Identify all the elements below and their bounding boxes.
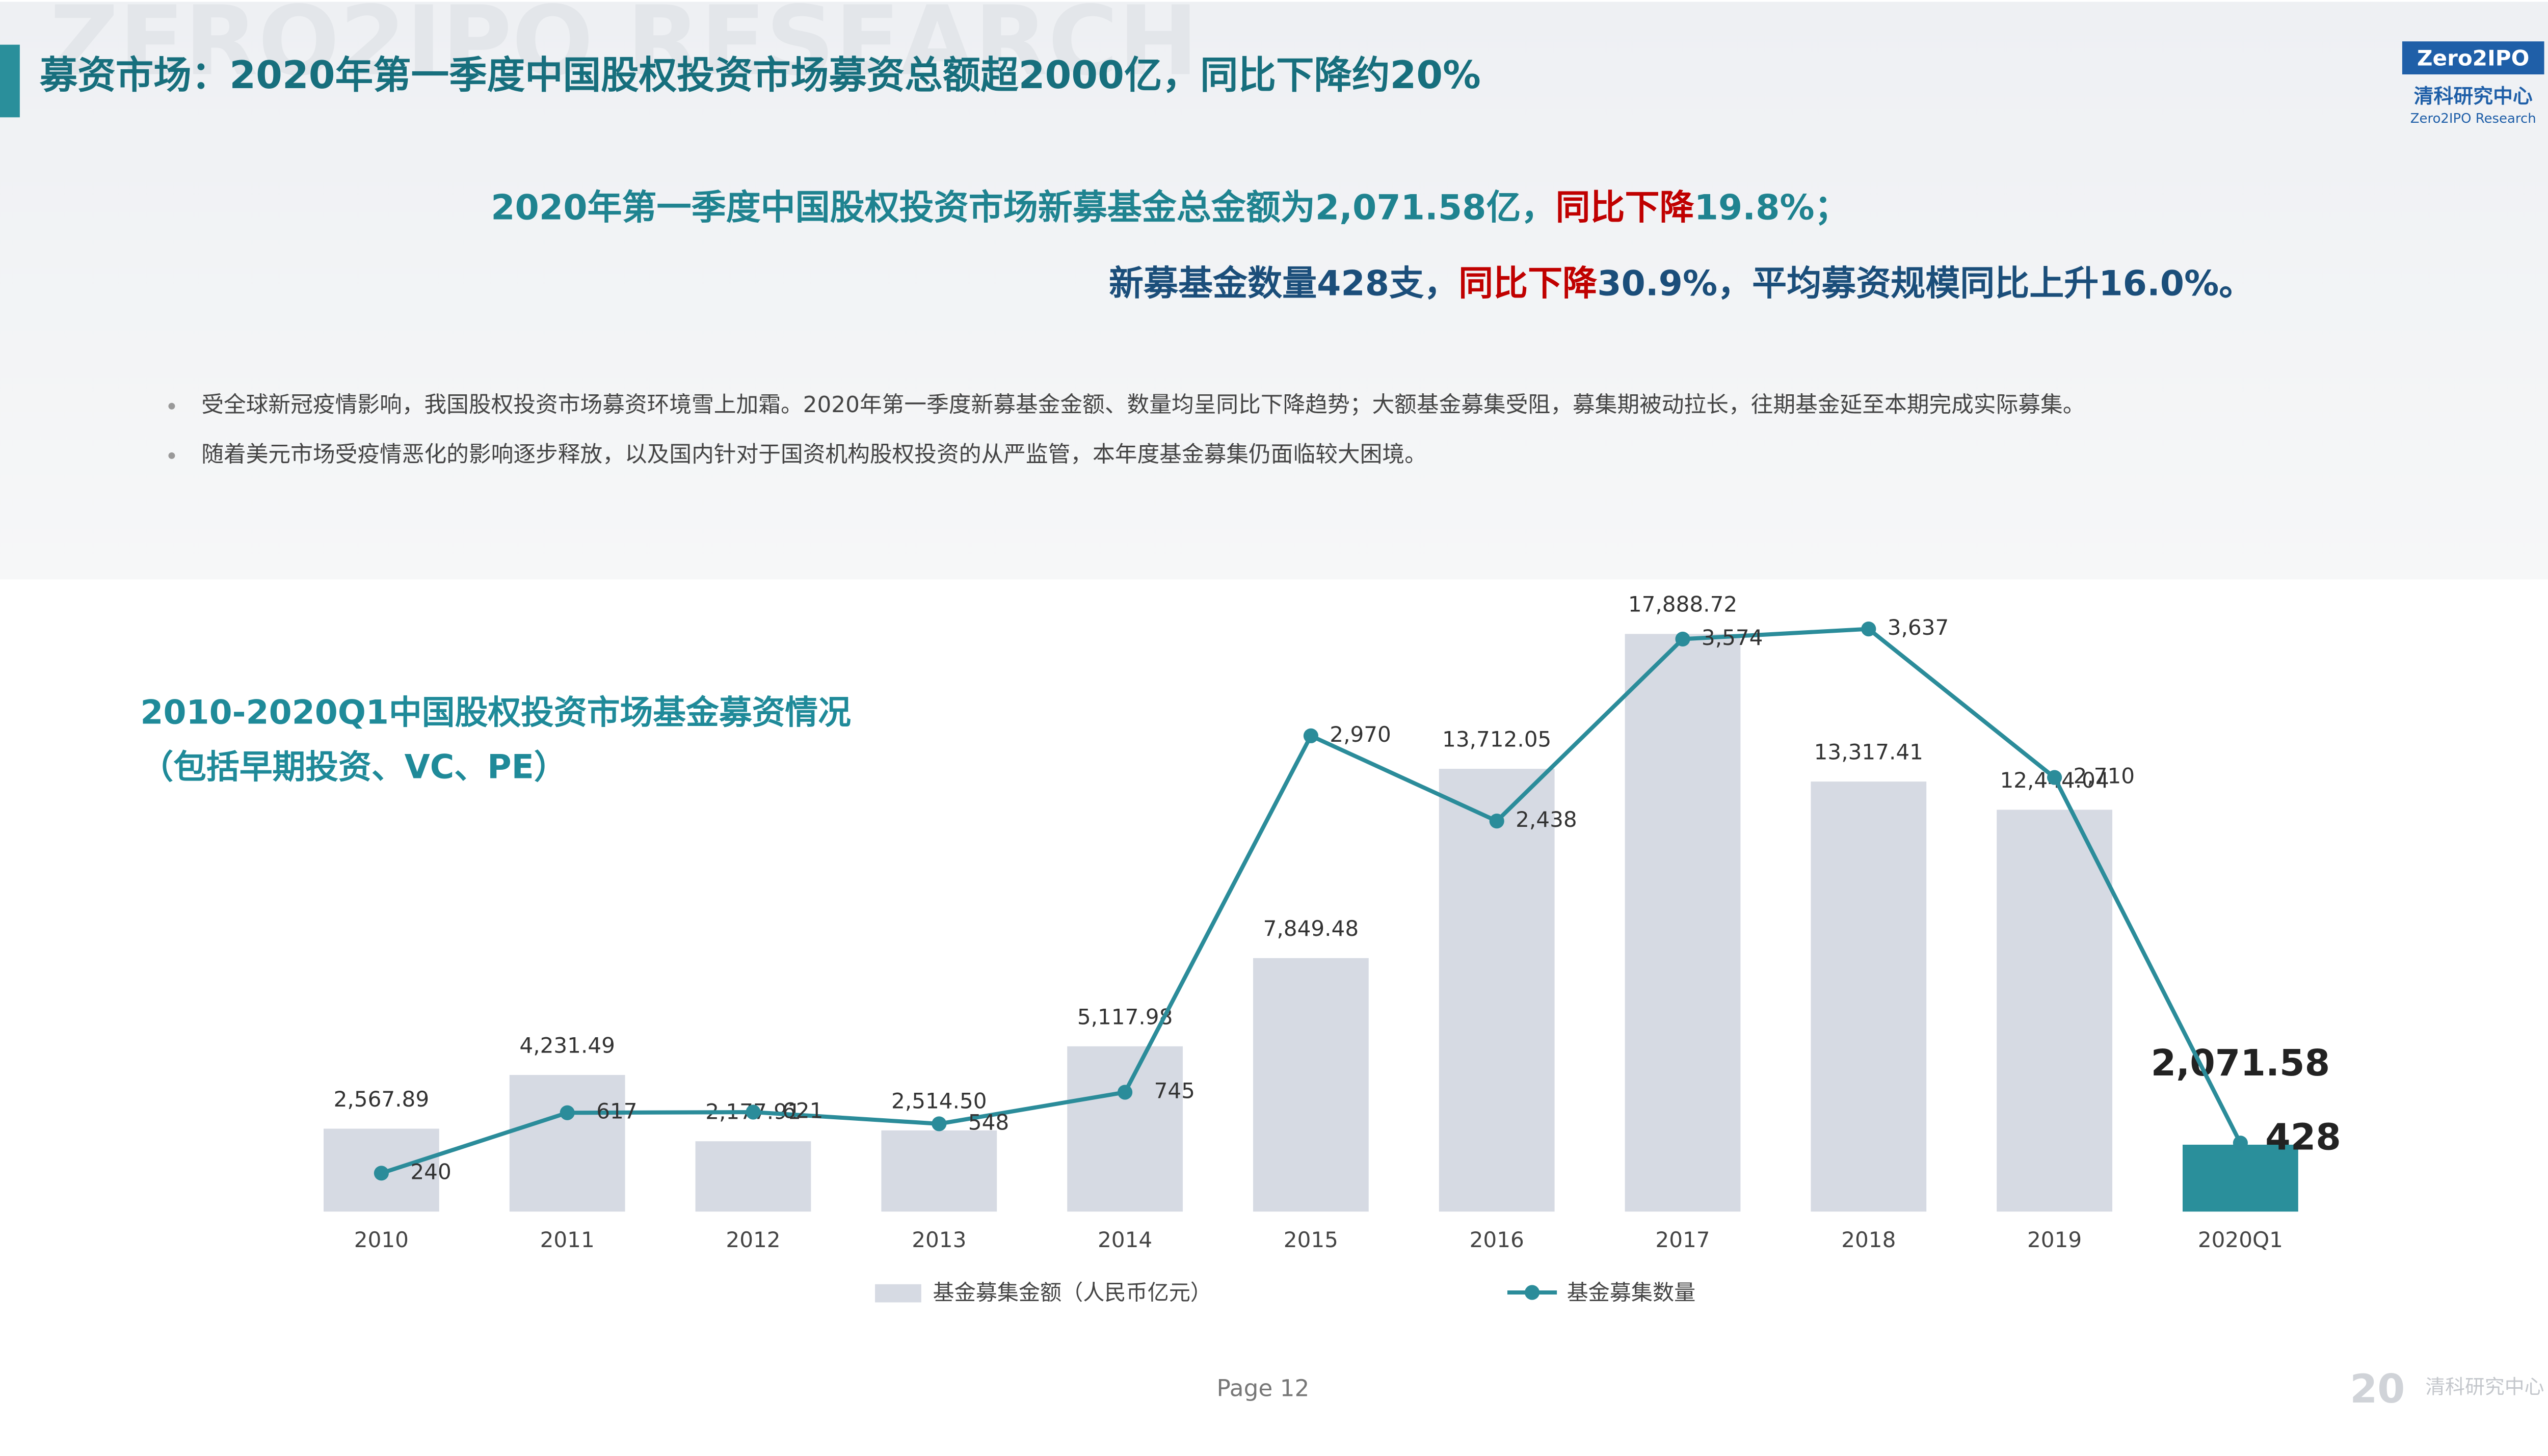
bar — [1439, 769, 1555, 1212]
logo-box — [2402, 41, 2544, 75]
line-point — [2233, 1136, 2248, 1151]
x-tick-label: 2013 — [912, 1227, 966, 1252]
header-background — [0, 2, 2548, 580]
summary-text: 2020年第一季度中国股权投资市场新募基金总金额为2,071.58亿， — [491, 187, 1555, 228]
line-point — [932, 1116, 947, 1131]
plot: 2010 2011 2012 2013 2014 2015 2016 2017 2018 2019… — [324, 592, 2341, 1305]
logo-en: Zero2IPO Research — [2410, 111, 2536, 126]
bar — [1811, 781, 1927, 1212]
bar — [509, 1075, 625, 1212]
line-point — [1303, 728, 1318, 743]
legend-label: 基金募集金额（人民币亿元） — [933, 1280, 1211, 1305]
bar — [1067, 1046, 1183, 1212]
line-value-label: 2,970 — [1330, 722, 1391, 747]
x-tick-label: 2020Q1 — [2198, 1227, 2283, 1252]
x-tick-label: 2014 — [1098, 1227, 1152, 1252]
x-tick-label: 2017 — [1655, 1227, 1710, 1252]
bullet-dot — [168, 452, 175, 459]
logo-brand: Zero2IPO — [2417, 45, 2529, 70]
x-tick-label: 2012 — [726, 1227, 780, 1252]
x-tick-label: 2016 — [1470, 1227, 1524, 1252]
line-point — [560, 1105, 575, 1120]
line-point — [1118, 1085, 1133, 1100]
line-value-label: 745 — [1154, 1078, 1195, 1103]
bar — [2183, 1144, 2298, 1212]
x-tick-label: 2019 — [2027, 1227, 2082, 1252]
legend-label: 基金募集数量 — [1567, 1280, 1696, 1305]
summary-text: 19.8%； — [1694, 187, 1849, 228]
line-point — [2047, 770, 2062, 785]
bar — [881, 1130, 997, 1212]
summary-text: 新募基金数量428支， — [1109, 263, 1458, 304]
logo: Zero2IPO 清科研究中心 Zero2IPO Research — [2402, 41, 2544, 126]
line-value-label: 621 — [782, 1098, 823, 1123]
bar-value-label: 17,888.72 — [1628, 592, 1737, 617]
bullet-text: 随着美元市场受疫情恶化的影响逐步释放，以及国内针对于国资机构股权投资的从严监管，… — [201, 441, 1427, 467]
logo-cn: 清科研究中心 — [2414, 85, 2533, 108]
legend-swatch — [875, 1284, 921, 1303]
bar-value-label: 4,231.49 — [519, 1033, 615, 1058]
bar — [1997, 810, 2112, 1212]
x-tick-label: 2015 — [1284, 1227, 1338, 1252]
bar — [1253, 958, 1369, 1212]
x-tick-label: 2018 — [1841, 1227, 1896, 1252]
summary-line: 2020年第一季度中国股权投资市场新募基金总金额为2,071.58亿，同比下降1… — [491, 187, 1849, 228]
slide-title: 募资市场：2020年第一季度中国股权投资市场募资总额超2000亿，同比下降约20… — [39, 53, 1481, 97]
summary-emphasis: 同比下降 — [1458, 263, 1597, 304]
bar-value-label: 2,071.58 — [2151, 1042, 2330, 1084]
footer-org: 清科研究中心 — [2425, 1376, 2544, 1398]
bar — [1625, 634, 1741, 1212]
line-point — [1489, 814, 1504, 829]
line-value-label: 617 — [596, 1099, 637, 1124]
line-value-label: 240 — [410, 1159, 451, 1184]
x-tick-label: 2011 — [540, 1227, 595, 1252]
footer-badge: 20 — [2350, 1366, 2405, 1412]
bar — [695, 1141, 811, 1212]
chart-title: 2010-2020Q1中国股权投资市场基金募资情况 — [140, 694, 851, 732]
line-point — [746, 1104, 761, 1120]
bar-value-label: 7,849.48 — [1263, 916, 1359, 941]
line-value-label: 3,637 — [1888, 615, 1949, 640]
bar-value-label: 2,514.50 — [891, 1088, 987, 1113]
line-point — [1861, 622, 1876, 637]
line-value-label: 548 — [968, 1110, 1009, 1135]
line-value-label: 2,710 — [2074, 764, 2135, 789]
summary-line: 新募基金数量428支，同比下降30.9%，平均募资规模同比上升16.0%。 — [1109, 263, 2253, 304]
x-tick-label: 2010 — [354, 1227, 409, 1252]
line-value-label: 428 — [2265, 1116, 2341, 1158]
chart-subtitle: （包括早期投资、VC、PE） — [140, 748, 567, 787]
line-point — [1675, 631, 1690, 647]
bullet-text: 受全球新冠疫情影响，我国股权投资市场募资环境雪上加霜。2020年第一季度新募基金… — [201, 392, 2085, 418]
bar-value-label: 2,567.89 — [334, 1087, 430, 1112]
summary-emphasis: 同比下降 — [1556, 187, 1694, 228]
bullet-dot — [168, 402, 175, 410]
line-point — [374, 1166, 389, 1181]
bar-value-label: 13,712.05 — [1442, 727, 1551, 752]
title-accent — [0, 44, 20, 118]
line-value-label: 3,574 — [1702, 625, 1763, 650]
watermark: ZERO2IPO RESEARCH — [49, 0, 1198, 97]
summary-text: 30.9%，平均募资规模同比上升16.0%。 — [1597, 263, 2253, 304]
bar-value-label: 5,117.98 — [1077, 1004, 1173, 1029]
line-value-label: 2,438 — [1516, 807, 1577, 832]
bar-value-label: 13,317.41 — [1814, 740, 1923, 765]
bullets: 受全球新冠疫情影响，我国股权投资市场募资环境雪上加霜。2020年第一季度新募基金… — [168, 392, 2085, 467]
page-number: Page 12 — [1216, 1375, 1309, 1402]
legend-swatch — [1524, 1285, 1540, 1300]
